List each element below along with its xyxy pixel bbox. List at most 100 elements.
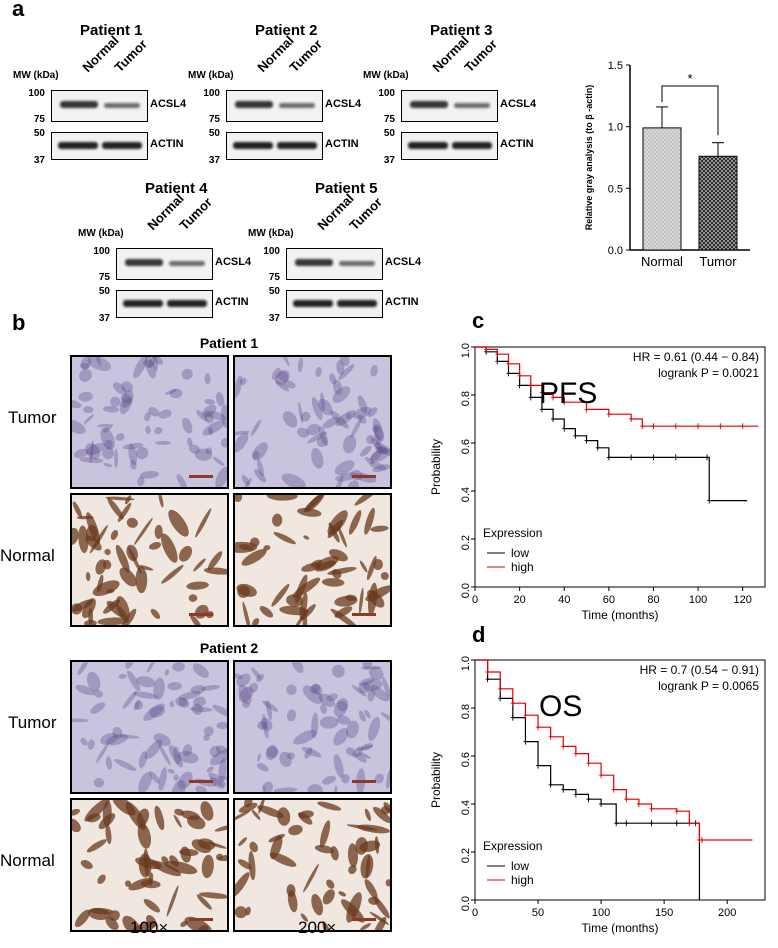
- band-actin-tumor: [102, 142, 142, 149]
- censor-mark: [506, 360, 511, 367]
- censor-mark: [498, 695, 503, 702]
- censor-mark: [595, 444, 600, 451]
- scale-bar: [189, 918, 213, 921]
- scale-bar: [189, 613, 213, 616]
- y-axis-label: Probability: [429, 752, 443, 808]
- protein-label-actin: ACTIN: [325, 138, 359, 150]
- x-tick-label: 20: [513, 594, 525, 606]
- x-tick-label: 0: [472, 594, 478, 606]
- censor-mark: [624, 820, 629, 827]
- censor-mark: [696, 423, 701, 430]
- censor-mark: [539, 389, 544, 396]
- y-axis-label: Relative gray analysis (to β -actin): [584, 85, 594, 231]
- mw-marker: 50: [383, 128, 395, 139]
- band-acsl4-normal: [125, 259, 163, 266]
- blot-title: Patient 2: [255, 22, 318, 39]
- panel-d-letter: d: [472, 622, 486, 647]
- x-tick-label: 150: [655, 907, 673, 919]
- censor-mark: [573, 791, 578, 798]
- tumor-ihc-image: [233, 355, 392, 489]
- band-acsl4-normal: [235, 101, 273, 108]
- band-acsl4-normal: [60, 101, 98, 108]
- protein-label-actin: ACTIN: [215, 296, 249, 308]
- band-actin-normal: [408, 142, 448, 149]
- acsl4-blot-box: [116, 248, 213, 280]
- censor-mark: [523, 738, 528, 745]
- censor-mark: [495, 351, 500, 358]
- censor-mark: [705, 454, 709, 461]
- band-acsl4-tumor: [279, 103, 315, 108]
- band-actin-normal: [233, 142, 273, 149]
- y-tick-label: 1.5: [608, 60, 623, 72]
- y-tick-label: 0.4: [460, 800, 472, 815]
- x-tick-label: 50: [532, 907, 544, 919]
- panel-b-letter: b: [12, 310, 26, 335]
- censor-mark: [699, 837, 704, 843]
- x-tick-label: 120: [734, 594, 752, 606]
- censor-mark: [673, 454, 678, 461]
- mw-marker: 50: [268, 286, 280, 297]
- km-plot-os: 0.0 0.2 0.4 0.6 0.8 1.0 0 50 100 150 200 Time (mont…: [429, 656, 766, 935]
- mw-label: MW (kDa): [248, 228, 294, 239]
- mw-marker: 37: [268, 313, 280, 324]
- mw-marker: 50: [98, 286, 110, 297]
- acsl4-blot-box: [51, 90, 148, 122]
- blot-patient-5: Patient 5 MW (kDa) Normal Tumor 100 75 50 37 ACS…: [248, 180, 480, 324]
- censor-mark: [674, 808, 679, 815]
- censor-mark: [651, 423, 656, 430]
- censor-mark: [551, 416, 556, 422]
- censor-mark: [561, 786, 566, 793]
- histology-row-label: Normal: [0, 546, 55, 565]
- mw-marker: 50: [208, 128, 220, 139]
- censor-mark: [573, 750, 578, 757]
- normal-ihc-image: [70, 493, 229, 627]
- mw-marker: 100: [378, 88, 395, 99]
- tissue-texture: [235, 495, 390, 625]
- actin-blot-box: [116, 290, 213, 318]
- censor-mark: [536, 762, 541, 769]
- mw-label: MW (kDa): [78, 228, 124, 239]
- protein-label-acsl4: ACSL4: [325, 98, 362, 110]
- tumor-ihc-image: [233, 660, 392, 794]
- mw-label: MW (kDa): [363, 70, 409, 81]
- censor-mark: [584, 437, 589, 444]
- protein-label-actin: ACTIN: [385, 296, 419, 308]
- y-tick-label: 0.6: [460, 439, 472, 454]
- x-category-label: Normal: [641, 254, 683, 269]
- x-axis-label: Time (months): [582, 921, 659, 935]
- actin-blot-box: [401, 132, 498, 160]
- logrank-p-text: logrank P = 0.0021: [658, 366, 759, 380]
- band-acsl4-normal: [410, 101, 448, 108]
- censor-mark: [636, 801, 641, 807]
- mw-label: MW (kDa): [13, 70, 59, 81]
- censor-mark: [649, 820, 654, 827]
- mw-marker: 75: [268, 272, 280, 283]
- x-axis-label: Time (months): [582, 608, 659, 622]
- mw-marker: 75: [33, 114, 45, 125]
- blot-title: Patient 5: [315, 180, 378, 197]
- scale-bar: [352, 475, 376, 478]
- y-tick-label: 0.8: [460, 391, 472, 406]
- y-tick-label: 0.5: [608, 183, 623, 195]
- blot-patient-4: Patient 4 MW (kDa) Normal Tumor 100 75 50 37 ACS…: [78, 180, 310, 324]
- mw-marker: 37: [33, 155, 45, 166]
- censor-mark: [539, 406, 544, 413]
- acsl4-blot-box: [226, 90, 323, 122]
- legend-label-low: low: [511, 546, 529, 560]
- actin-blot-box: [286, 290, 383, 318]
- protein-label-actin: ACTIN: [500, 138, 534, 150]
- bar-chart: 0.0 0.5 1.0 1.5 Relative gray analysis (to β…: [584, 60, 750, 269]
- mw-marker: 75: [98, 272, 110, 283]
- scale-bar: [352, 613, 376, 616]
- censor-mark: [485, 669, 490, 675]
- censor-mark: [562, 425, 567, 432]
- censor-mark: [649, 805, 654, 812]
- y-axis-label: Probability: [429, 439, 443, 495]
- censor-mark: [548, 733, 553, 740]
- magnification-label-100x: 100×: [130, 918, 169, 937]
- censor-mark: [740, 423, 745, 430]
- mw-marker: 100: [263, 246, 280, 257]
- magnification-label-200x: 200×: [298, 918, 337, 937]
- censor-mark: [561, 743, 566, 750]
- censor-mark: [548, 781, 553, 788]
